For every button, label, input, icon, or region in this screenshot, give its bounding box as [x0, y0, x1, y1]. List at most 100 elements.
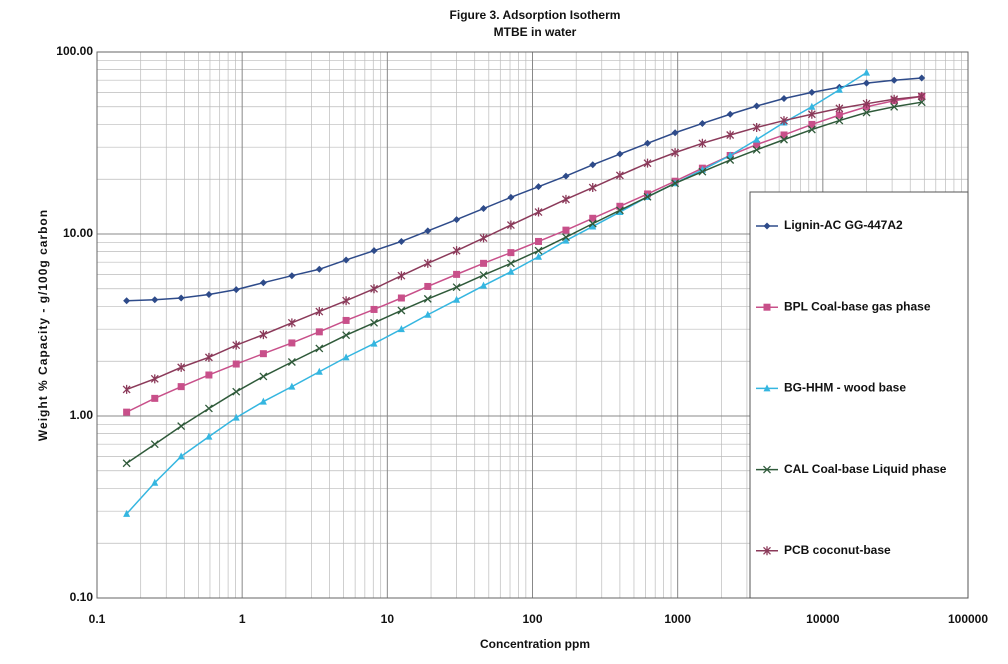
- marker: [315, 265, 323, 273]
- marker: [397, 237, 405, 245]
- marker: [615, 206, 624, 215]
- marker: [807, 109, 816, 119]
- marker: [205, 371, 213, 379]
- marker: [151, 296, 159, 304]
- marker: [534, 207, 543, 217]
- marker: [315, 367, 323, 375]
- legend-label: Lignin-AC GG-447A2: [784, 218, 903, 232]
- y-tick-label: 100.00: [56, 44, 93, 58]
- series-line: [126, 77, 922, 302]
- marker: [753, 141, 761, 149]
- marker: [753, 102, 761, 110]
- marker: [123, 297, 131, 305]
- marker: [288, 272, 296, 280]
- marker: [259, 279, 267, 287]
- marker: [780, 135, 788, 144]
- marker: [589, 161, 597, 169]
- marker: [423, 294, 432, 303]
- marker: [753, 135, 761, 143]
- marker: [397, 325, 405, 333]
- marker: [288, 339, 296, 347]
- marker: [616, 208, 624, 216]
- marker: [588, 183, 597, 193]
- marker: [534, 246, 543, 255]
- marker: [862, 108, 871, 117]
- marker: [561, 233, 570, 242]
- marker: [123, 408, 131, 416]
- marker: [342, 353, 350, 361]
- marker: [780, 95, 788, 103]
- marker: [808, 102, 816, 110]
- marker: [259, 397, 267, 405]
- marker: [232, 413, 240, 421]
- marker: [452, 283, 461, 292]
- x-tick-label: 0.1: [89, 612, 106, 626]
- marker: [863, 68, 871, 76]
- marker: [287, 358, 296, 366]
- marker: [397, 271, 406, 281]
- x-axis-title: Concentration ppm: [480, 637, 590, 651]
- marker: [780, 131, 788, 139]
- marker: [232, 340, 241, 350]
- marker: [150, 374, 159, 384]
- marker: [342, 331, 351, 340]
- marker: [835, 85, 843, 93]
- marker: [177, 422, 186, 431]
- marker: [177, 383, 185, 391]
- marker: [698, 138, 707, 148]
- marker: [506, 259, 515, 268]
- x-tick-label: 10: [381, 612, 395, 626]
- legend-label: BPL Coal-base gas phase: [784, 299, 931, 313]
- marker: [763, 222, 771, 230]
- marker: [342, 256, 350, 264]
- marker: [562, 226, 570, 234]
- marker: [890, 76, 898, 84]
- marker: [370, 339, 378, 347]
- marker: [423, 258, 432, 268]
- marker: [315, 328, 323, 336]
- marker: [479, 271, 488, 279]
- marker: [562, 236, 570, 244]
- marker: [424, 227, 432, 235]
- marker: [890, 102, 899, 111]
- marker: [150, 440, 159, 449]
- marker: [453, 216, 461, 224]
- marker: [562, 172, 570, 180]
- marker: [452, 246, 461, 256]
- marker: [589, 222, 597, 230]
- marker: [507, 249, 515, 257]
- marker: [917, 91, 926, 101]
- marker: [763, 384, 771, 392]
- marker: [315, 344, 324, 353]
- marker: [259, 372, 268, 381]
- marker: [370, 247, 378, 255]
- marker: [288, 382, 296, 390]
- marker: [589, 214, 597, 222]
- marker: [205, 291, 213, 299]
- x-tick-label: 1000: [664, 612, 691, 626]
- marker: [370, 305, 378, 313]
- marker: [480, 259, 488, 267]
- marker: [259, 330, 268, 340]
- marker: [204, 352, 213, 362]
- marker: [808, 120, 816, 128]
- y-tick-label: 10.00: [63, 226, 93, 240]
- marker: [370, 284, 379, 294]
- marker: [535, 183, 543, 191]
- marker: [616, 202, 624, 210]
- marker: [480, 281, 488, 289]
- marker: [232, 360, 240, 368]
- marker: [862, 99, 871, 109]
- marker: [763, 546, 771, 556]
- marker: [726, 130, 735, 140]
- marker: [763, 303, 771, 311]
- marker: [453, 295, 461, 303]
- marker: [177, 452, 185, 460]
- marker: [232, 387, 241, 396]
- marker: [671, 179, 680, 188]
- marker: [835, 111, 843, 119]
- x-tick-label: 1: [239, 612, 246, 626]
- marker: [917, 98, 926, 107]
- marker: [123, 509, 131, 517]
- marker: [726, 151, 734, 159]
